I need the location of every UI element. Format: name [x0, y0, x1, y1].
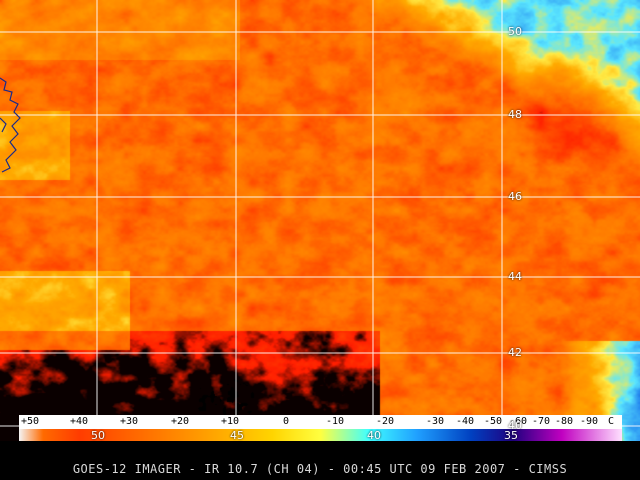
lat-label-48: 48	[508, 108, 522, 121]
lon-label-40: 40	[367, 429, 381, 442]
lat-lon-grid	[0, 0, 640, 441]
coastline-newfoundland	[0, 77, 21, 173]
lon-label-50: 50	[91, 429, 105, 442]
lat-label-50: 50	[508, 25, 522, 38]
lon-label-35: 35	[504, 429, 518, 442]
lat-label-44: 44	[508, 270, 522, 283]
image-caption: GOES-12 IMAGER - IR 10.7 (CH 04) - 00:45…	[72, 462, 568, 476]
lon-label-45: 45	[230, 429, 244, 442]
lat-label-46: 46	[508, 190, 522, 203]
lat-label-40: 40	[508, 419, 522, 432]
lat-label-42: 42	[508, 346, 522, 359]
infrared-satellite-image	[0, 0, 640, 441]
